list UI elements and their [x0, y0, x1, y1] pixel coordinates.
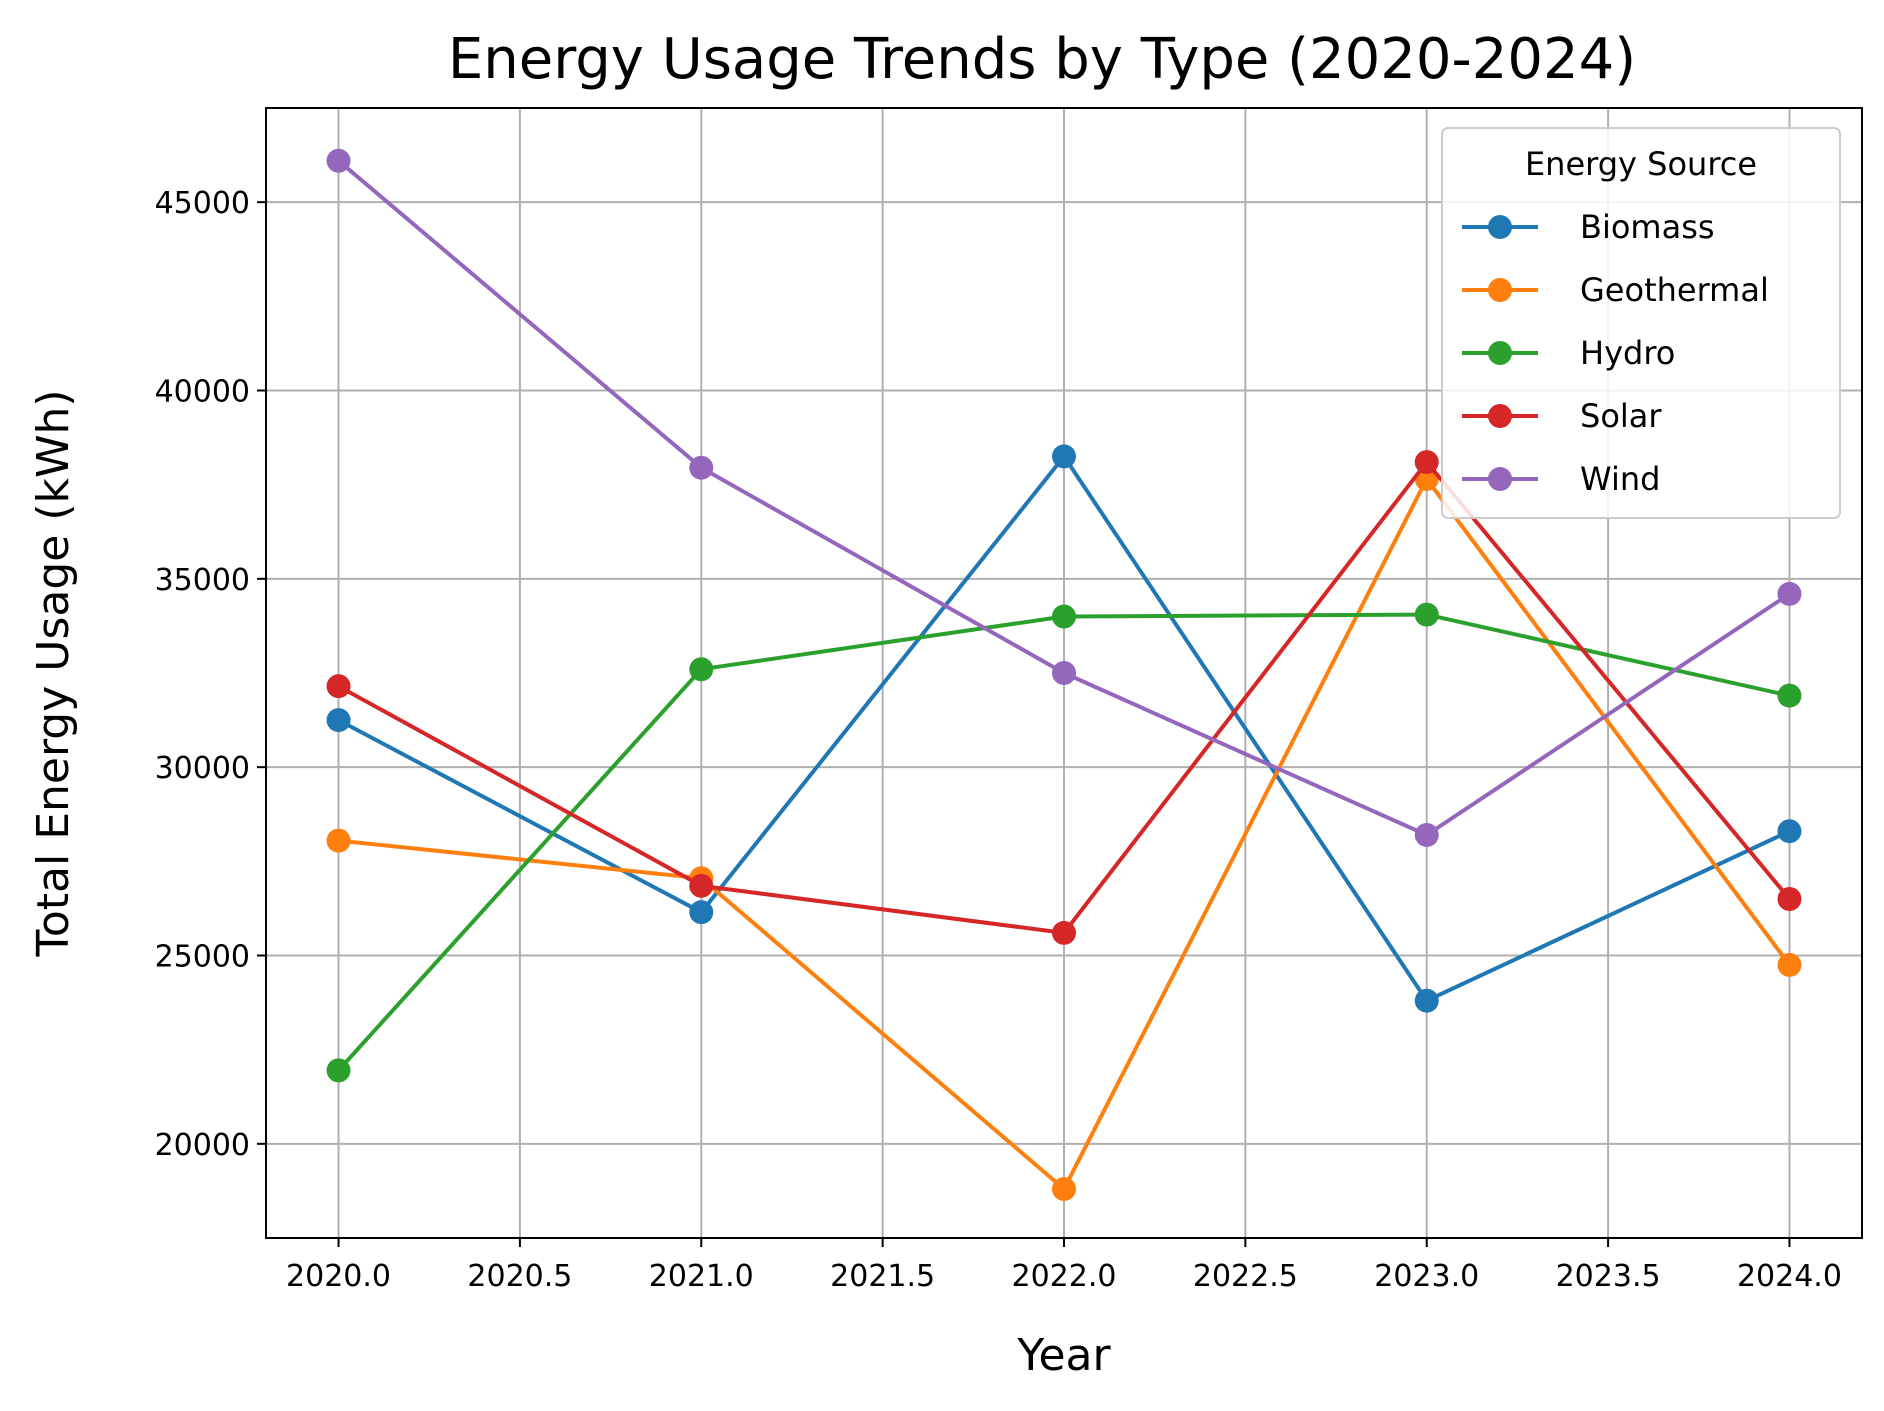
series-solar: [326, 450, 1802, 945]
y-axis: 20000 25000 30000 35000 40000 45000: [155, 186, 266, 1163]
y-tick-label: 30000: [155, 751, 250, 786]
data-point-solar: [1414, 450, 1439, 475]
data-point-hydro: [1777, 683, 1802, 708]
y-tick-label: 20000: [155, 1128, 250, 1163]
y-tick-label: 25000: [155, 940, 250, 975]
data-point-biomass: [1052, 444, 1076, 469]
x-tick-label: 2021.5: [830, 1259, 935, 1294]
legend-item-solar: Solar: [1462, 397, 1662, 435]
legend-label-geothermal: Geothermal: [1580, 271, 1769, 309]
x-tick-label: 2022.0: [1012, 1259, 1117, 1294]
legend-item-wind: Wind: [1462, 460, 1660, 498]
data-point-solar: [1777, 887, 1802, 911]
legend-label-biomass: Biomass: [1580, 208, 1715, 246]
data-point-hydro: [1414, 602, 1439, 627]
legend-box: [1441, 127, 1841, 519]
legend-title: Energy Source: [1525, 145, 1757, 183]
legend-label-solar: Solar: [1580, 397, 1662, 435]
legend-marker-biomass: [1488, 215, 1512, 239]
data-point-geothermal: [326, 828, 351, 853]
series-group: [326, 148, 1802, 1202]
data-point-solar: [1052, 920, 1076, 945]
x-tick-label: 2021.0: [649, 1259, 754, 1294]
data-point-solar: [689, 873, 714, 898]
legend-item-biomass: Biomass: [1462, 208, 1715, 246]
legend-marker-solar: [1488, 404, 1512, 428]
x-tick-label: 2023.0: [1374, 1259, 1479, 1294]
y-axis-label: Total Energy Usage (kWh): [28, 389, 79, 957]
x-tick-label: 2024.0: [1737, 1259, 1842, 1294]
x-axis-label: Year: [1016, 1330, 1111, 1381]
legend-item-hydro: Hydro: [1462, 334, 1675, 372]
x-tick-label: 2020.0: [286, 1259, 391, 1294]
data-point-wind: [1777, 581, 1802, 606]
x-tick-label: 2023.5: [1556, 1259, 1661, 1294]
legend-marker-geothermal: [1488, 278, 1512, 302]
data-point-geothermal: [1052, 1177, 1076, 1202]
legend-label-wind: Wind: [1580, 460, 1660, 498]
data-point-biomass: [1414, 988, 1439, 1013]
data-point-wind: [1052, 661, 1076, 685]
data-point-wind: [326, 148, 351, 173]
series-hydro: [326, 602, 1802, 1083]
data-point-wind: [689, 455, 714, 480]
legend-marker-hydro: [1488, 341, 1512, 365]
x-axis: 2020.0 2020.5 2021.0 2021.5 2022.0 2022.5 2023…: [286, 1238, 1842, 1294]
x-tick-label: 2022.5: [1193, 1259, 1298, 1294]
data-point-wind: [1414, 822, 1439, 847]
series-biomass: [326, 444, 1802, 1013]
legend: Energy Source Biomass Geothermal Hydro Sola…: [1441, 127, 1841, 519]
data-point-hydro: [689, 657, 714, 682]
legend-marker-wind: [1488, 467, 1512, 491]
data-point-solar: [326, 674, 351, 699]
chart-title: Energy Usage Trends by Type (2020-2024): [448, 27, 1636, 92]
legend-label-hydro: Hydro: [1580, 334, 1675, 372]
y-tick-label: 35000: [155, 563, 250, 598]
legend-item-geothermal: Geothermal: [1462, 271, 1769, 309]
data-point-biomass: [1777, 819, 1802, 844]
data-point-biomass: [326, 708, 351, 733]
data-point-hydro: [1052, 604, 1076, 629]
series-wind: [326, 148, 1802, 847]
data-point-hydro: [326, 1058, 351, 1083]
data-point-biomass: [689, 900, 714, 925]
y-tick-label: 45000: [155, 186, 250, 221]
y-tick-label: 40000: [155, 375, 250, 410]
data-point-geothermal: [1777, 952, 1802, 977]
x-tick-label: 2020.5: [467, 1259, 572, 1294]
